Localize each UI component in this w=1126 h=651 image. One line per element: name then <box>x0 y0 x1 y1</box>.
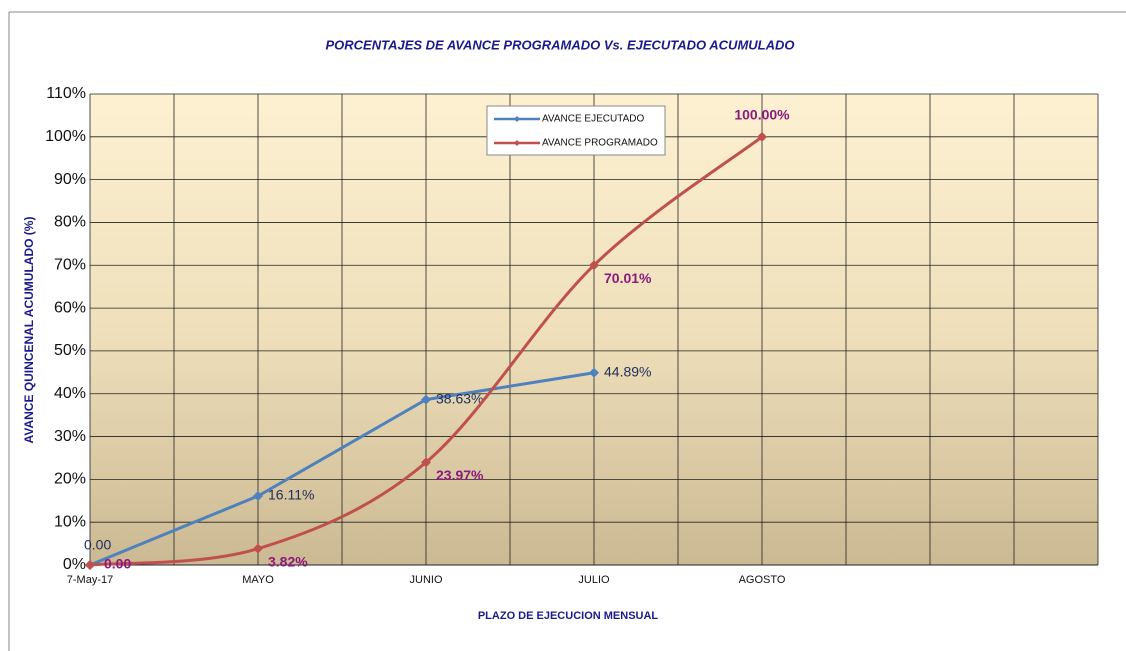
point-marker <box>253 543 263 554</box>
y-tick-label: 80% <box>54 214 86 231</box>
point-marker <box>757 131 767 142</box>
point-marker <box>421 457 431 468</box>
x-tick-label: JUNIO <box>410 574 443 586</box>
point-marker <box>421 394 431 405</box>
point-marker <box>85 560 95 570</box>
y-tick-label: 100% <box>45 128 86 145</box>
point-marker <box>253 491 263 502</box>
legend-label: AVANCE PROGRAMADO <box>542 138 658 149</box>
y-tick-label: 60% <box>54 299 86 316</box>
x-tick-label: AGOSTO <box>739 574 786 586</box>
x-tick-label: JULIO <box>578 574 610 586</box>
series-line <box>89 135 763 567</box>
y-tick-label: 30% <box>54 428 86 445</box>
legend-marker <box>514 116 520 122</box>
point-marker <box>589 260 599 271</box>
y-tick-label: 50% <box>54 342 86 359</box>
y-tick-label: 20% <box>54 471 86 488</box>
y-tick-label: 40% <box>54 385 86 402</box>
legend-marker <box>514 140 520 146</box>
x-axis-label: PLAZO DE EJECUCION MENSUAL <box>478 610 659 622</box>
y-tick-label: 0% <box>63 556 86 573</box>
y-tick-label: 90% <box>54 171 86 188</box>
series-line <box>89 371 595 567</box>
legend-box <box>486 105 666 156</box>
legend-label: AVANCE EJECUTADO <box>542 114 644 125</box>
chart-title: PORCENTAJES DE AVANCE PROGRAMADO Vs. EJE… <box>326 37 795 52</box>
data-label: 0.00 <box>104 556 131 572</box>
data-label: 100.00% <box>734 107 790 123</box>
x-tick-label: MAYO <box>242 574 274 586</box>
data-label: 38.63% <box>436 390 483 406</box>
data-label: 0.00 <box>84 537 111 553</box>
data-label: 23.97% <box>436 467 484 483</box>
data-label: 3.82% <box>268 553 308 569</box>
point-marker <box>589 367 599 378</box>
data-label: 70.01% <box>604 270 652 286</box>
data-label: 16.11% <box>268 487 314 503</box>
data-label: 44.89% <box>604 363 651 379</box>
y-tick-label: 10% <box>54 513 86 530</box>
y-tick-label: 70% <box>54 256 86 273</box>
y-tick-label: 110% <box>46 85 86 102</box>
y-axis-label: AVANCE QUINCENAL ACUMULADO (%) <box>22 217 36 444</box>
x-tick-label: 7-May-17 <box>67 574 113 586</box>
